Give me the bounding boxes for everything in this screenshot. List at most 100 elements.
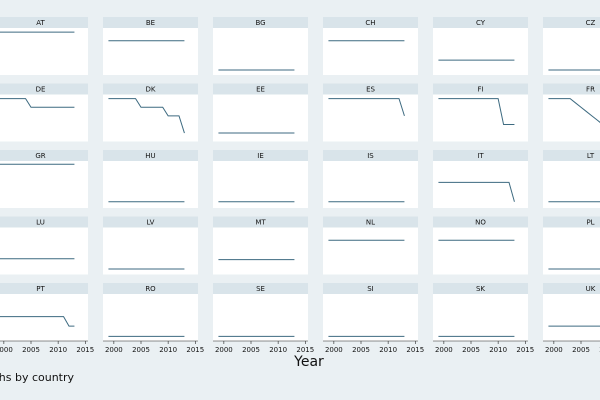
panel-title: DE — [36, 86, 46, 94]
panel-title: CY — [476, 19, 486, 27]
panel-header — [213, 150, 308, 161]
panel-title: UK — [586, 285, 596, 293]
panels: AT BE BG CH CY CZ DE DK EE ES FI FR GR HU IE IS IT LT LU LV… — [0, 17, 600, 354]
x-tick-label: 2015 — [186, 346, 204, 354]
panel-header — [543, 150, 600, 161]
panel-title: CH — [365, 19, 375, 27]
x-tick-label: 2005 — [242, 346, 260, 354]
panel-title: CZ — [586, 19, 596, 27]
x-tick-label: 2005 — [572, 346, 590, 354]
panel-plot — [0, 28, 88, 75]
panel-plot — [433, 28, 528, 75]
panel-header — [103, 17, 198, 28]
x-tick-label: 2010 — [379, 346, 397, 354]
panel-plot — [103, 28, 198, 75]
panel-title: BE — [146, 19, 155, 27]
x-tick-label: 2015 — [76, 346, 94, 354]
note: Graphs by country — [0, 371, 75, 384]
panel-title: LT — [587, 152, 595, 160]
panel-plot — [433, 227, 528, 275]
panel-header — [0, 216, 88, 228]
x-tick-label: 2005 — [352, 346, 370, 354]
panel-title: IE — [257, 152, 264, 160]
x-tick-label: 2005 — [462, 346, 480, 354]
panel-title: SE — [256, 285, 265, 293]
x-axis-title: Year — [293, 354, 324, 370]
panel-title: MT — [255, 219, 266, 227]
panel-plot — [0, 161, 88, 208]
panel-plot — [0, 227, 88, 275]
panel-plot — [543, 227, 600, 275]
panel-header — [543, 83, 600, 95]
panel-plot — [543, 161, 600, 208]
panel-title: DK — [146, 86, 156, 94]
panel-plot — [323, 227, 418, 275]
panel-plot — [543, 28, 600, 75]
panel-header — [433, 283, 528, 294]
x-tick-label: 2010 — [159, 346, 177, 354]
panel-header — [543, 216, 600, 228]
panel-title: SI — [367, 285, 374, 293]
x-tick-label: 2000 — [215, 346, 233, 354]
series-line — [0, 316, 75, 327]
panel-title: FR — [586, 86, 595, 94]
panel-header — [543, 283, 600, 294]
panel-header — [103, 83, 198, 95]
panel-title: HU — [145, 152, 155, 160]
panel-header — [323, 150, 418, 161]
panel-title: IS — [367, 152, 374, 160]
x-tick-label: 2005 — [132, 346, 150, 354]
x-tick-label: 2010 — [49, 346, 67, 354]
panel-title: BG — [255, 19, 265, 27]
panel-plot — [433, 294, 528, 341]
panel-title: EE — [256, 86, 265, 94]
panel-title: PL — [586, 219, 594, 227]
x-tick-label: 2010 — [269, 346, 287, 354]
panel-plot — [0, 94, 88, 142]
panel-header — [433, 83, 528, 95]
panel-header — [103, 150, 198, 161]
x-tick-label: 2000 — [545, 346, 563, 354]
panel-plot — [213, 294, 308, 341]
panel-header — [103, 216, 198, 228]
panel-title: GR — [35, 152, 45, 160]
panel-title: PT — [36, 285, 45, 293]
panel-plot — [323, 294, 418, 341]
series-line — [0, 98, 75, 108]
panel-title: LU — [36, 219, 45, 227]
panel-header — [0, 83, 88, 95]
panel-title: FI — [477, 86, 483, 94]
panel-plot — [323, 161, 418, 208]
x-tick-label: 2015 — [406, 346, 424, 354]
series-line — [548, 98, 600, 123]
panel-header — [213, 283, 308, 294]
panel-header — [213, 17, 308, 28]
x-tick-label: 2000 — [105, 346, 123, 354]
series-line — [328, 98, 405, 117]
panel-header — [433, 150, 528, 161]
panel-title: LV — [147, 219, 155, 227]
panel-plot — [213, 28, 308, 75]
panel-plot — [433, 94, 528, 142]
panel-plot — [323, 28, 418, 75]
panel-header — [0, 150, 88, 161]
panel-plot — [0, 294, 88, 341]
panel-header — [0, 283, 88, 294]
x-tick-label: 2010 — [489, 346, 507, 354]
panel-header — [213, 83, 308, 95]
panel-header — [323, 216, 418, 228]
panel-header — [103, 283, 198, 294]
panel-title: ES — [366, 86, 375, 94]
x-tick-label: 2015 — [516, 346, 534, 354]
panel-header — [433, 17, 528, 28]
panel-plot — [543, 294, 600, 341]
panel-plot — [543, 94, 600, 142]
panel-plot — [103, 294, 198, 341]
panel-plot — [433, 161, 528, 208]
x-tick-label: 2000 — [325, 346, 343, 354]
panel-header — [323, 83, 418, 95]
x-tick-label: 2015 — [296, 346, 314, 354]
panel-plot — [323, 94, 418, 142]
panel-title: AT — [36, 19, 45, 27]
